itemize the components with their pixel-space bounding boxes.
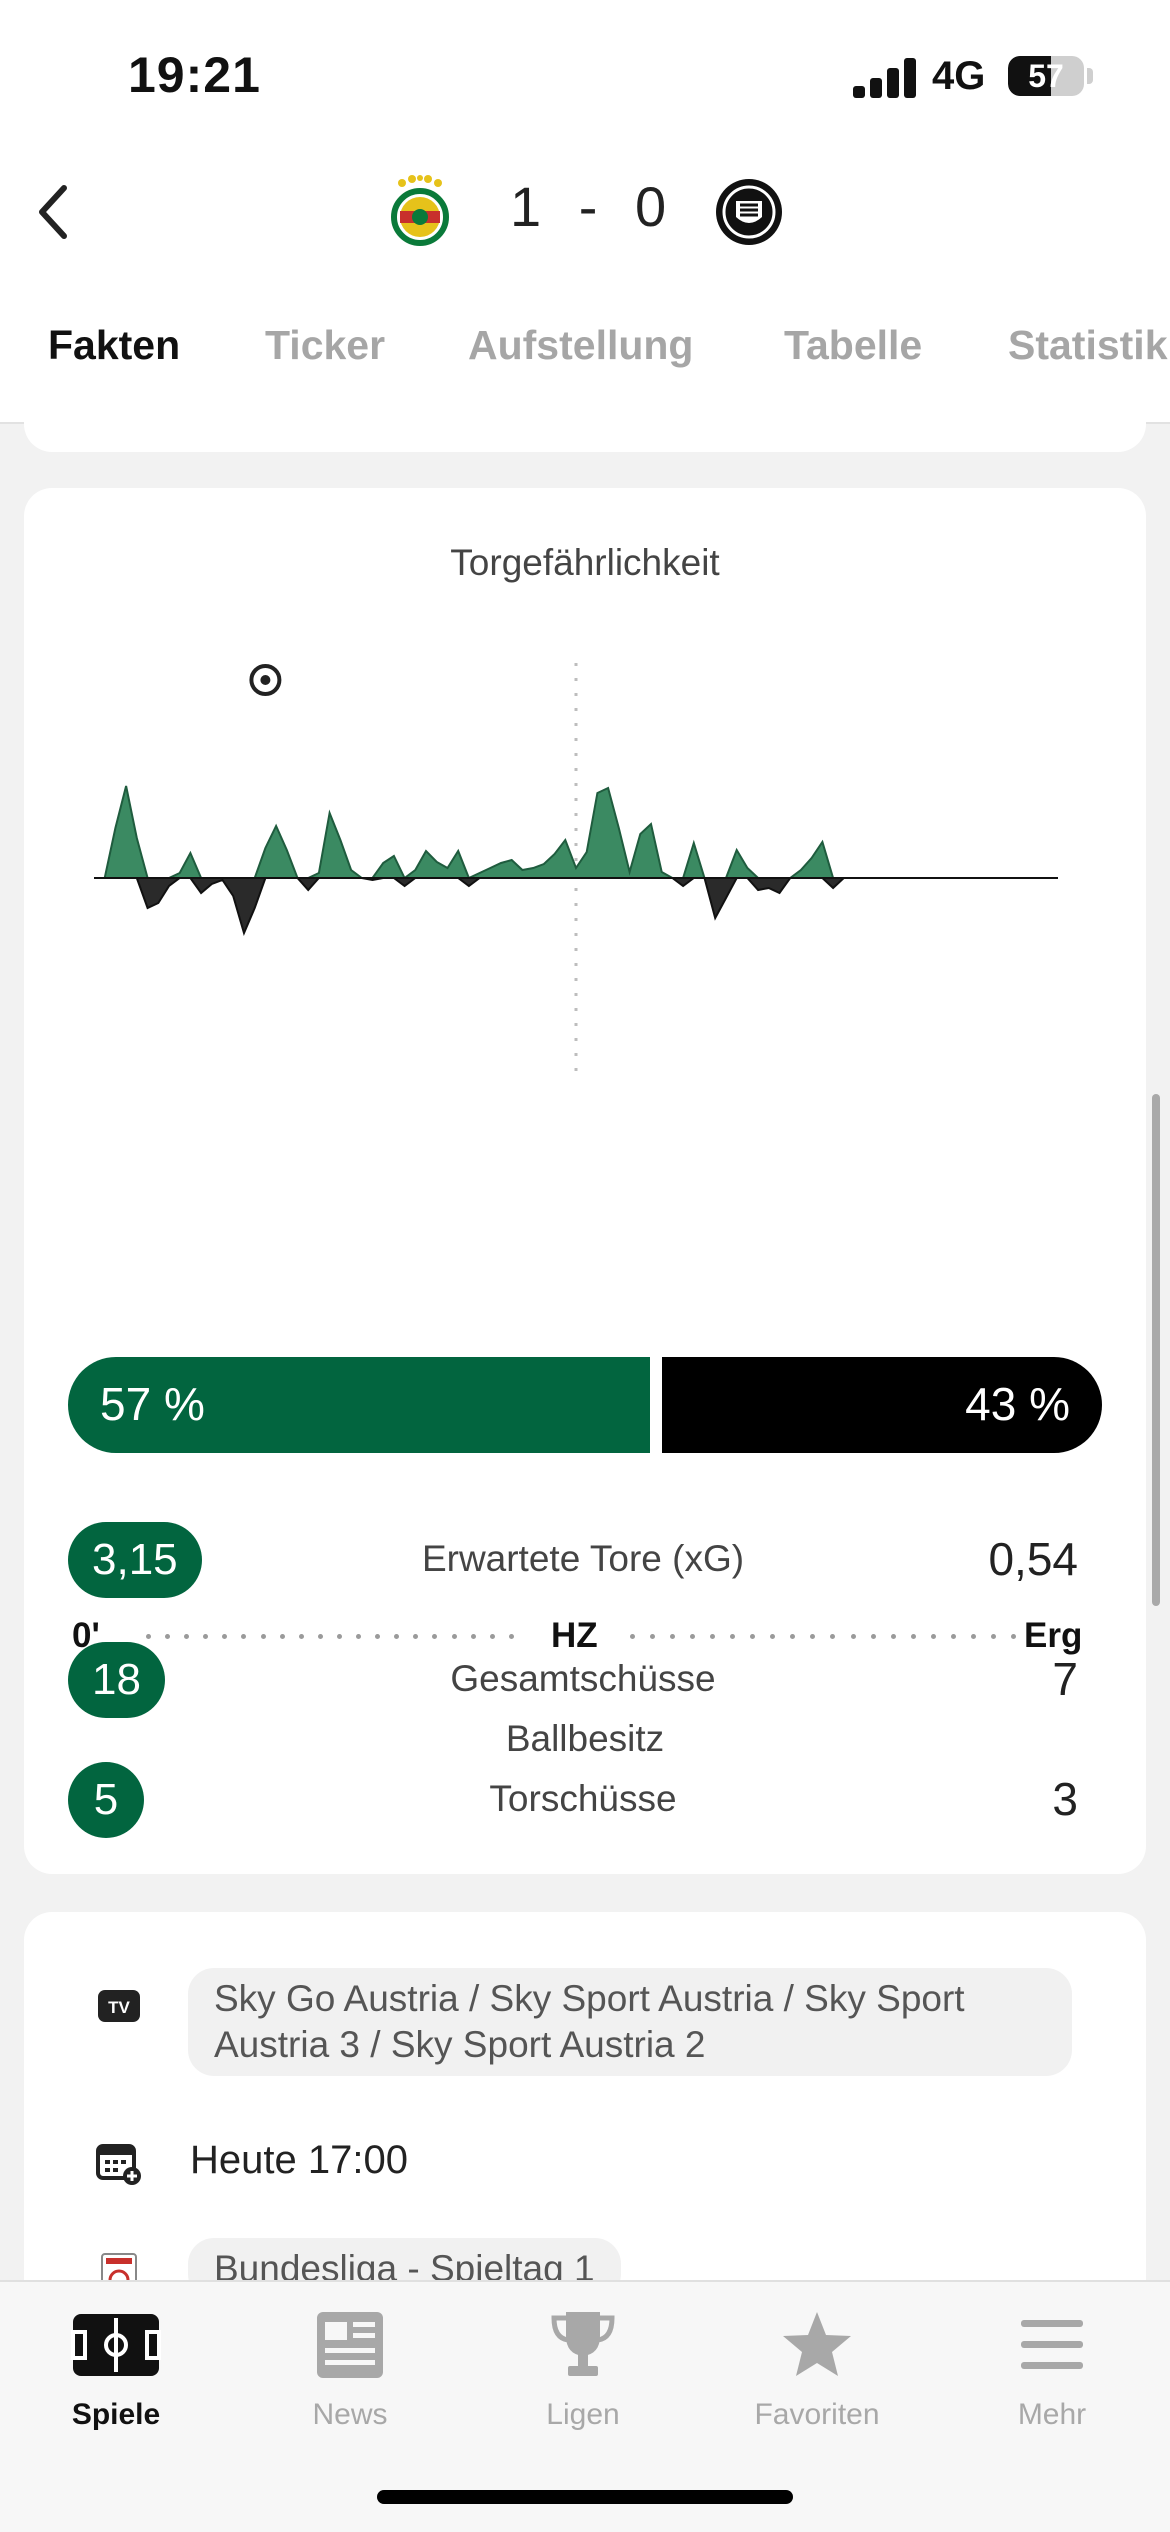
stat-home-pill: 3,15 [68, 1522, 202, 1598]
possession-away-bar: 43 % [662, 1357, 1102, 1453]
chevron-left-icon [39, 185, 67, 239]
status-bar: 19:21 4G 57 [0, 0, 1170, 150]
stat-label: Erwartete Tore (xG) [421, 1538, 745, 1579]
axis-end-label: Erg [1024, 1616, 1083, 1655]
momentum-away-area [94, 877, 1058, 936]
stat-row-xg: 3,15 Erwartete Tore (xG) 0,54 [68, 1522, 1078, 1598]
star-icon [783, 2312, 851, 2376]
nav-label: Mehr [1017, 2398, 1087, 2431]
axis-halftime-label: HZ [551, 1616, 598, 1655]
home-indicator [377, 2490, 793, 2504]
pitch-icon [71, 2314, 161, 2376]
home-team-crest-icon [391, 175, 449, 246]
axis-dots-second-half [630, 1634, 1016, 1640]
possession-home-value: 57 % [100, 1378, 205, 1430]
match-score: 1 - 0 [510, 174, 670, 239]
stat-label: Gesamtschüsse [450, 1658, 716, 1699]
match-header: 1 - 0 [0, 150, 1170, 280]
nav-mehr[interactable]: Mehr [962, 2310, 1142, 2432]
stat-row-shots-on-target: 5 Torschüsse 3 [68, 1762, 1078, 1838]
newspaper-icon [317, 2312, 383, 2378]
stat-away-value: 3 [1052, 1773, 1078, 1825]
cellular-signal-icon [853, 58, 917, 98]
stat-home-pill: 18 [68, 1642, 165, 1718]
goal-ball-icon [249, 664, 282, 696]
nav-favoriten[interactable]: Favoriten [727, 2310, 907, 2432]
battery-icon: 57 [1008, 56, 1084, 96]
nav-label: Ligen [546, 2398, 620, 2431]
tab-aufstellung[interactable]: Aufstellung [468, 322, 694, 368]
nav-ligen[interactable]: Ligen [493, 2310, 673, 2432]
axis-dots-first-half [146, 1634, 514, 1640]
tab-tabelle[interactable]: Tabelle [784, 322, 923, 368]
stat-row-total-shots: 18 Gesamtschüsse 7 [68, 1642, 1078, 1718]
scrollbar[interactable] [1152, 1094, 1160, 1606]
tv-channels-chip: Sky Go Austria / Sky Sport Austria / Sky… [188, 1968, 1072, 2076]
kickoff-time: Heute 17:00 [190, 2138, 408, 2182]
stat-label: Torschüsse [489, 1778, 677, 1819]
score-separator: - [578, 175, 602, 238]
match-stats-card: Torgefährlichkeit 0' HZ Erg Ballbesitz 5… [24, 488, 1146, 1874]
possession-title: Ballbesitz [505, 1718, 665, 1759]
trophy-icon [551, 2312, 615, 2376]
tv-icon-text: TV [108, 1998, 130, 2017]
stat-away-value: 7 [1052, 1653, 1078, 1705]
tab-fakten[interactable]: Fakten [48, 322, 181, 368]
nav-label: Favoriten [754, 2398, 880, 2431]
status-time: 19:21 [128, 47, 261, 103]
nav-news[interactable]: News [260, 2310, 440, 2432]
away-team-crest[interactable] [714, 177, 784, 247]
momentum-title: Torgefährlichkeit [450, 542, 720, 583]
nav-spiele[interactable]: Spiele [26, 2310, 206, 2432]
calendar-add-icon[interactable] [96, 2140, 142, 2186]
battery-cap [1087, 68, 1093, 84]
previous-card-edge [24, 380, 1146, 452]
back-button[interactable] [22, 172, 102, 252]
possession-home-bar: 57 % [68, 1357, 650, 1453]
tab-statistik[interactable]: Statistik [1008, 322, 1168, 368]
tab-ticker[interactable]: Ticker [265, 322, 386, 368]
possession-away-value: 43 % [965, 1378, 1070, 1430]
momentum-chart [94, 663, 1058, 1083]
score-home: 1 [510, 175, 546, 238]
menu-icon [1021, 2320, 1083, 2369]
nav-label: Spiele [71, 2398, 161, 2431]
stat-home-pill: 5 [68, 1762, 144, 1838]
stat-away-value: 0,54 [988, 1533, 1078, 1585]
home-team-crest[interactable] [388, 175, 452, 247]
score-away: 0 [634, 175, 671, 238]
network-type: 4G [932, 54, 986, 98]
battery-level: 57 [1028, 58, 1064, 94]
tv-icon: TV [96, 1984, 142, 2030]
away-team-crest-icon [716, 179, 782, 245]
nav-label: News [312, 2398, 388, 2431]
